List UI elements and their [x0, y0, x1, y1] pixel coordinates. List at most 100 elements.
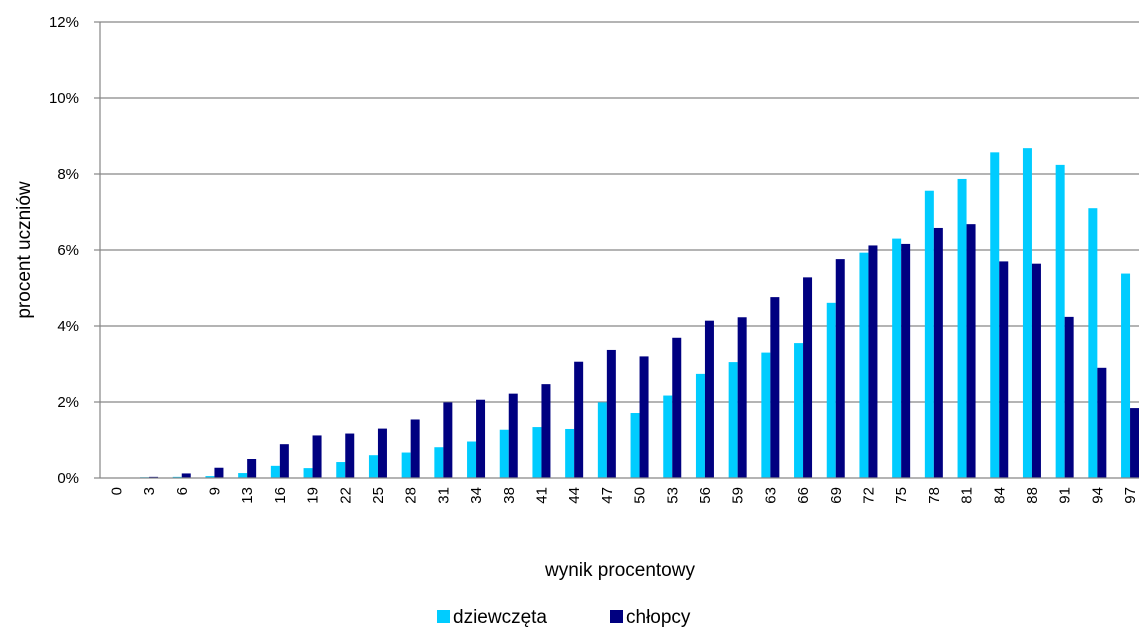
bar-dziewczeta — [565, 428, 575, 478]
bar-chlopcy — [835, 259, 845, 478]
y-tick-label: 12% — [49, 14, 79, 31]
x-tick-label: 41 — [533, 487, 550, 504]
x-tick-label: 91 — [1057, 487, 1074, 504]
y-tick-label: 2% — [57, 394, 79, 411]
legend-label-chlopcy: chłopcy — [626, 607, 691, 628]
x-tick-label: 66 — [795, 487, 812, 504]
bar-dziewczeta — [630, 413, 640, 478]
bar-chlopcy — [1097, 367, 1107, 478]
x-tick-label: 38 — [501, 487, 518, 504]
bar-chlopcy — [214, 467, 224, 478]
bar-dziewczeta — [957, 178, 967, 478]
legend-swatch-chlopcy — [610, 610, 623, 623]
x-tick-label: 50 — [632, 487, 649, 504]
bar-dziewczeta — [794, 343, 804, 478]
bar-chlopcy — [966, 224, 976, 478]
y-tick-label: 4% — [57, 318, 79, 335]
x-tick-label: 22 — [337, 487, 354, 504]
x-tick-label: 97 — [1122, 487, 1139, 504]
bar-dziewczeta — [728, 362, 738, 478]
x-tick-label: 81 — [959, 487, 976, 504]
bar-dziewczeta — [467, 441, 477, 478]
bar-chlopcy — [312, 435, 322, 478]
bar-chlopcy — [868, 245, 878, 478]
x-tick-label: 25 — [370, 487, 387, 504]
x-tick-label: 3 — [141, 487, 158, 495]
bar-chlopcy — [672, 337, 682, 478]
bar-chlopcy — [247, 459, 257, 478]
x-tick-label: 28 — [403, 487, 420, 504]
bar-dziewczeta — [761, 352, 771, 478]
bar-chlopcy — [279, 444, 289, 478]
bar-dziewczeta — [434, 447, 444, 478]
bar-chlopcy — [1064, 316, 1074, 478]
x-tick-label: 44 — [566, 487, 583, 504]
bar-dziewczeta — [1121, 273, 1131, 478]
y-tick-label: 0% — [57, 470, 79, 487]
x-tick-label: 47 — [599, 487, 616, 504]
x-tick-label: 34 — [468, 487, 485, 504]
bar-chlopcy — [1130, 408, 1139, 478]
x-tick-label: 16 — [272, 487, 289, 504]
x-tick-label: 69 — [828, 487, 845, 504]
bar-chlopcy — [803, 277, 813, 478]
bar-chlopcy — [476, 399, 486, 478]
x-tick-label: 56 — [697, 487, 714, 504]
bar-chlopcy — [377, 428, 387, 478]
gridlines — [100, 21, 1139, 403]
bar-chlopcy — [181, 473, 191, 478]
bar-dziewczeta — [990, 152, 1000, 478]
x-tick-label: 9 — [206, 487, 223, 495]
legend: dziewczęta chłopcy — [437, 607, 691, 628]
legend-label-dziewczeta: dziewczęta — [453, 607, 547, 628]
x-tick-label: 88 — [1024, 487, 1041, 504]
bar-dziewczeta — [368, 455, 378, 478]
x-tick-label: 94 — [1089, 487, 1106, 504]
bar-chlopcy — [770, 297, 780, 478]
bar-dziewczeta — [532, 427, 542, 478]
x-tick-label: 59 — [730, 487, 747, 504]
bar-chlopcy — [606, 349, 616, 478]
x-tick-label: 63 — [762, 487, 779, 504]
bar-chlopcy — [345, 433, 355, 478]
bar-dziewczeta — [1055, 164, 1065, 478]
x-tick-label: 31 — [435, 487, 452, 504]
bar-chlopcy — [737, 317, 747, 478]
y-tick-label: 6% — [57, 242, 79, 259]
bar-dziewczeta — [892, 238, 902, 478]
x-tick-labels: 0 3 6 9 13 16 19 22 25 28 31 34 38 41 44 47 50 53 56 59 63 66… — [108, 487, 1139, 504]
bar-chlopcy — [443, 402, 453, 478]
bar-chlopcy — [639, 356, 649, 478]
bar-dziewczeta — [238, 473, 248, 478]
bar-dziewczeta — [336, 462, 346, 478]
bar-dziewczeta — [499, 429, 509, 478]
bar-dziewczeta — [859, 252, 869, 478]
y-tick-label: 8% — [57, 166, 79, 183]
bar-dziewczeta — [663, 395, 673, 478]
bar-dziewczeta — [597, 402, 607, 478]
x-tick-label: 6 — [174, 487, 191, 495]
x-tick-label: 75 — [893, 487, 910, 504]
bar-chlopcy — [999, 261, 1009, 478]
x-tick-label: 13 — [239, 487, 256, 504]
bar-dziewczeta — [1088, 208, 1098, 478]
bar-chlopcy — [574, 361, 584, 478]
bar-chlopcy — [933, 227, 943, 478]
bar-dziewczeta — [205, 476, 215, 478]
bar-chlopcy — [541, 384, 551, 478]
x-tick-label: 72 — [860, 487, 877, 504]
bar-dziewczeta — [401, 452, 411, 478]
bar-chlopcy — [901, 243, 911, 478]
bars — [140, 148, 1139, 478]
bar-chlopcy — [704, 320, 714, 478]
x-tick-label: 0 — [108, 487, 125, 495]
bar-dziewczeta — [924, 190, 934, 478]
legend-swatch-dziewczeta — [437, 610, 450, 623]
bar-chlopcy — [508, 393, 518, 478]
bar-dziewczeta — [826, 302, 836, 478]
y-axis-title: procent uczniów — [14, 181, 35, 319]
bar-chlopcy — [1031, 263, 1041, 478]
bar-dziewczeta — [1022, 148, 1032, 478]
x-axis-title: wynik procentowy — [544, 560, 695, 581]
